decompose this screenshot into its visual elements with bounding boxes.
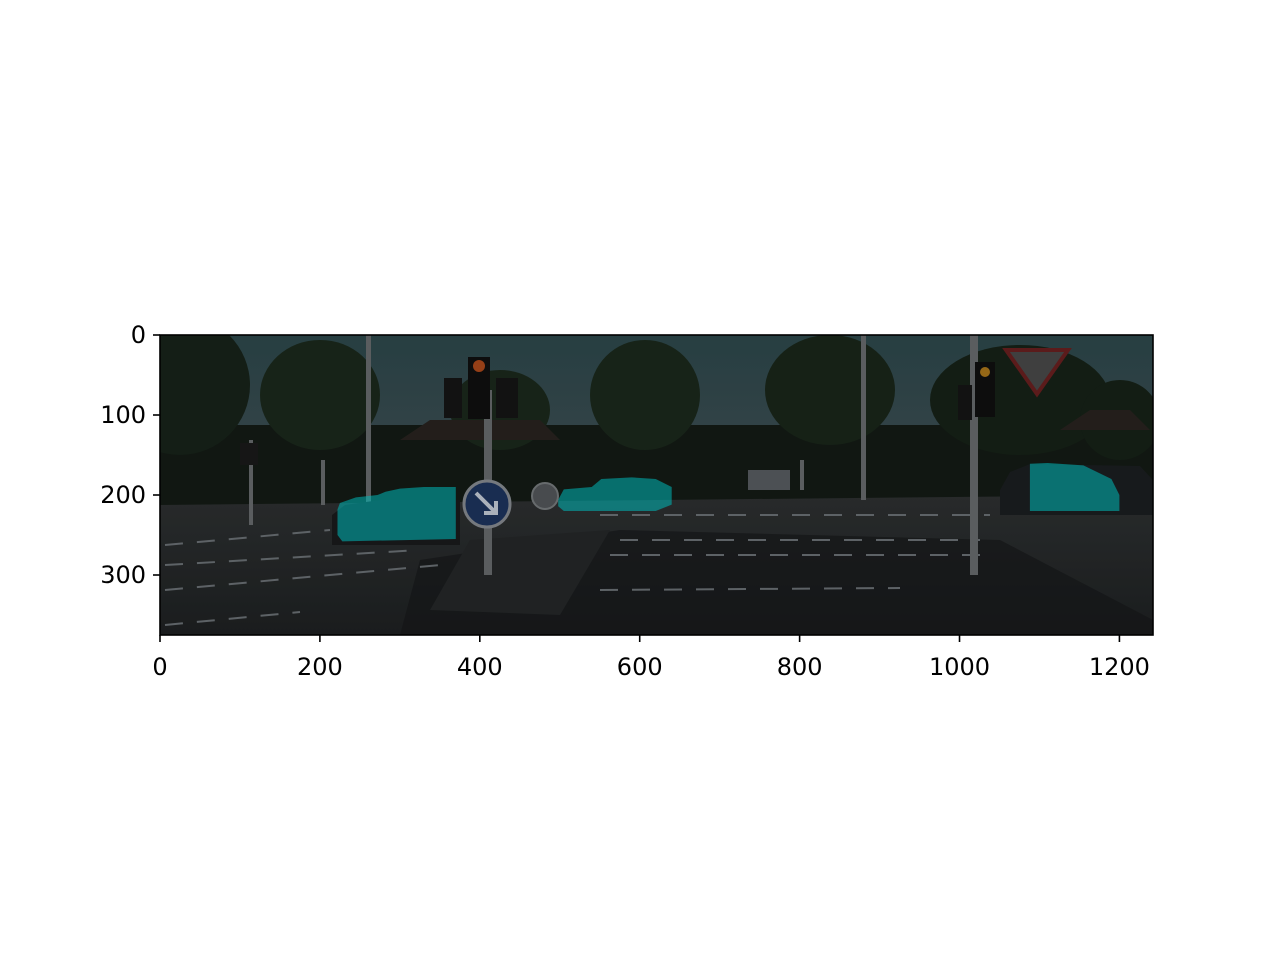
x-axis: 0 200 400 600 800 1000 1200 (152, 635, 1150, 681)
house-roof-right (1060, 410, 1150, 430)
dim-overlay (160, 335, 1153, 635)
x-tick-label: 600 (617, 653, 663, 681)
axes-frame (159, 334, 1154, 636)
round-sign-back (531, 482, 559, 510)
lane-markings (164, 514, 990, 626)
traffic-island (430, 530, 610, 615)
traffic-light-right (958, 362, 995, 420)
y-tick-label: 0 (131, 321, 146, 349)
mask-car-left (337, 487, 456, 542)
x-tick-label: 1000 (929, 653, 990, 681)
x-tick-label: 1200 (1089, 653, 1150, 681)
x-tick-label: 400 (457, 653, 503, 681)
x-tick-label: 800 (777, 653, 823, 681)
billboard (748, 470, 790, 490)
mask-car-right (1029, 463, 1120, 511)
keep-right-arrow-icon (474, 491, 498, 515)
traffic-light-center (444, 357, 518, 419)
yield-sign (1002, 348, 1072, 398)
mask-car-center (558, 477, 672, 511)
house-roof (400, 420, 560, 440)
x-tick-label: 200 (297, 653, 343, 681)
segmentation-masks (337, 463, 1120, 542)
y-axis: 0 100 200 300 (100, 321, 160, 589)
small-signal-left (240, 443, 258, 465)
y-tick-label: 300 (100, 561, 146, 589)
street-scene-photo (160, 335, 1153, 635)
y-tick-label: 200 (100, 481, 146, 509)
x-tick-label: 0 (152, 653, 167, 681)
y-tick-label: 100 (100, 401, 146, 429)
